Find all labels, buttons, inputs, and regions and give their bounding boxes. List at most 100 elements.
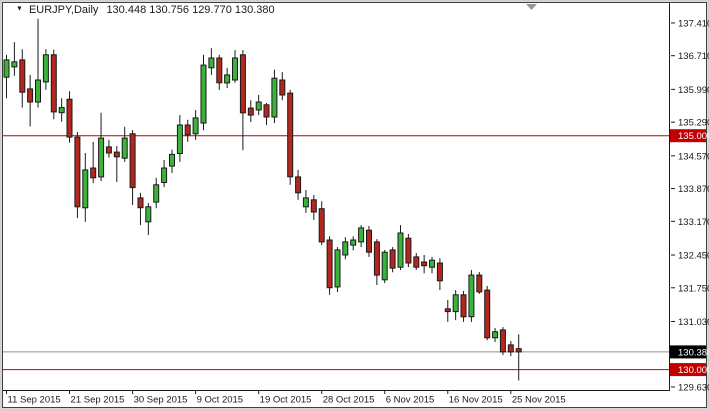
candle-body-bear bbox=[310, 199, 317, 213]
candle-body-bear bbox=[484, 289, 491, 339]
candle-body-bull bbox=[302, 197, 309, 208]
y-axis-tick-label: 131.030 bbox=[678, 317, 709, 328]
candle-body-bear bbox=[263, 104, 270, 118]
candle-body-bear bbox=[413, 256, 420, 268]
candle-1 bbox=[11, 42, 18, 76]
candle-65 bbox=[515, 334, 522, 381]
candle-47 bbox=[373, 239, 380, 285]
candle-50 bbox=[397, 225, 404, 270]
y-axis-tick-label: 135.290 bbox=[678, 118, 709, 129]
candle-57 bbox=[452, 290, 459, 321]
candle-body-bull bbox=[397, 232, 404, 268]
candle-body-bull bbox=[98, 137, 105, 178]
y-axis-tick-label: 137.410 bbox=[678, 18, 709, 29]
candle-30 bbox=[239, 50, 246, 151]
x-axis-date-label: 25 Nov 2015 bbox=[512, 395, 566, 406]
candle-2 bbox=[19, 49, 26, 108]
candle-body-bull bbox=[255, 101, 262, 111]
candle-10 bbox=[82, 153, 89, 222]
candle-41 bbox=[326, 236, 333, 295]
candle-23 bbox=[184, 119, 191, 142]
candle-body-bull bbox=[468, 274, 475, 318]
level-price-box-label: 135.000 bbox=[678, 131, 709, 142]
candle-body-bear bbox=[318, 208, 325, 243]
candle-body-bull bbox=[3, 59, 10, 78]
candle-body-bear bbox=[137, 197, 144, 209]
candle-body-bear bbox=[287, 92, 294, 178]
candle-25 bbox=[200, 54, 207, 131]
candle-61 bbox=[484, 285, 491, 341]
current-price-box bbox=[670, 345, 706, 359]
candle-59 bbox=[468, 270, 475, 322]
candle-14 bbox=[113, 146, 120, 182]
y-axis-tick-label: 135.990 bbox=[678, 85, 709, 96]
candle-body-bear bbox=[216, 57, 223, 84]
chart-symbol-timeframe: EURJPY,Daily bbox=[28, 3, 99, 16]
candle-38 bbox=[302, 190, 309, 213]
chart-shift-marker-icon[interactable] bbox=[526, 4, 537, 10]
candle-body-bear bbox=[105, 146, 112, 154]
x-axis-date-label: 21 Sep 2015 bbox=[71, 395, 125, 406]
candle-body-bull bbox=[334, 249, 341, 288]
candle-17 bbox=[137, 192, 144, 226]
candle-body-bear bbox=[476, 274, 483, 293]
candle-body-bear bbox=[113, 151, 120, 158]
candle-58 bbox=[460, 291, 467, 322]
candle-body-bear bbox=[444, 308, 451, 313]
candle-body-bear bbox=[421, 261, 428, 267]
candle-body-bear bbox=[389, 249, 396, 269]
candle-body-bear bbox=[27, 88, 34, 103]
candle-body-bear bbox=[129, 133, 136, 189]
x-axis-date-label: 19 Oct 2015 bbox=[260, 395, 312, 406]
candle-body-bull bbox=[58, 107, 65, 114]
candle-49 bbox=[389, 247, 396, 273]
candle-body-bear bbox=[405, 237, 412, 264]
candle-54 bbox=[429, 256, 435, 274]
candle-body-bull bbox=[271, 77, 278, 118]
candle-body-bull bbox=[82, 169, 89, 209]
candle-body-bear bbox=[373, 241, 380, 276]
candle-29 bbox=[232, 50, 238, 83]
candle-48 bbox=[381, 249, 388, 284]
y-axis-tick-label: 136.710 bbox=[678, 51, 709, 62]
candle-27 bbox=[216, 54, 223, 90]
candle-34 bbox=[271, 69, 278, 124]
candle-62 bbox=[492, 328, 499, 342]
candle-15 bbox=[121, 126, 128, 162]
candle-body-bull bbox=[192, 117, 199, 135]
candle-body-bull bbox=[153, 184, 160, 203]
candle-body-bear bbox=[66, 98, 73, 138]
candle-39 bbox=[310, 195, 317, 220]
candle-body-bear bbox=[247, 107, 254, 116]
dropdown-triangle-icon: ▼ bbox=[16, 5, 23, 13]
y-axis-tick-label: 131.750 bbox=[678, 283, 709, 294]
candle-24 bbox=[192, 110, 199, 140]
candle-43 bbox=[342, 237, 349, 260]
x-axis-date-label: 9 Oct 2015 bbox=[197, 395, 243, 406]
candle-body-bear bbox=[515, 348, 522, 353]
candle-body-bull bbox=[176, 124, 183, 154]
candle-body-bull bbox=[342, 241, 349, 256]
candle-53 bbox=[421, 255, 428, 274]
candle-28 bbox=[224, 67, 231, 88]
candle-body-bull bbox=[200, 64, 207, 124]
level-price-box bbox=[670, 129, 706, 143]
candle-55 bbox=[436, 258, 443, 291]
candle-body-bear bbox=[279, 79, 286, 96]
candle-body-bull bbox=[492, 331, 499, 339]
candle-36 bbox=[287, 89, 294, 185]
candle-body-bear bbox=[460, 294, 467, 318]
candle-4 bbox=[35, 18, 41, 108]
candle-20 bbox=[161, 160, 168, 188]
candle-56 bbox=[444, 299, 451, 322]
candle-body-bear bbox=[326, 239, 333, 289]
candle-45 bbox=[358, 225, 365, 248]
candle-body-bull bbox=[358, 227, 365, 243]
candle-body-bear bbox=[239, 54, 246, 114]
x-axis-date-label: 30 Sep 2015 bbox=[134, 395, 188, 406]
candle-42 bbox=[334, 247, 341, 292]
candle-0 bbox=[3, 54, 10, 99]
